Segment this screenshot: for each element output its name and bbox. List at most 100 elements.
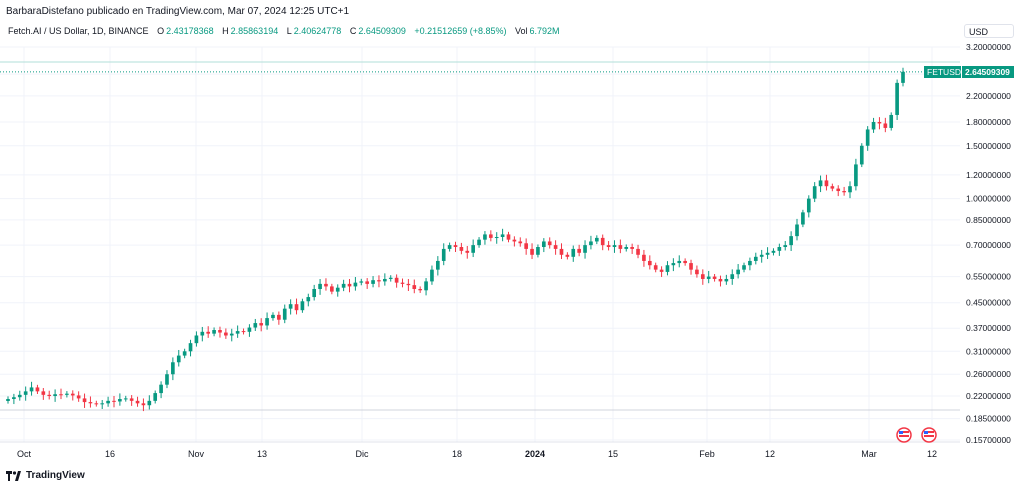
candle: [188, 339, 193, 357]
candle: [636, 244, 640, 259]
candle-body: [159, 384, 163, 394]
publisher-header: BarbaraDistefano publicado en TradingVie…: [6, 6, 350, 17]
candle-body: [689, 263, 693, 270]
tradingview-brand[interactable]: TradingView: [6, 470, 85, 481]
candle: [206, 326, 211, 338]
candle: [865, 126, 870, 151]
candle: [748, 257, 752, 271]
price-tick-label: 0.18500000: [966, 414, 1011, 424]
time-tick-label: 16: [105, 449, 115, 459]
currency-selector[interactable]: USD: [964, 24, 1014, 38]
candle-body: [606, 245, 611, 248]
candle: [730, 269, 735, 285]
candle-body: [494, 237, 499, 239]
candle-body: [406, 283, 411, 286]
candle-body: [677, 260, 682, 264]
candle-body: [636, 248, 640, 255]
time-axis: Oct 16 Nov 13 Dic 18 2024 15 Feb 12 Mar 12: [17, 449, 937, 459]
candle: [383, 273, 387, 286]
candle-body: [282, 308, 287, 320]
candle-body: [736, 269, 740, 275]
candle-body: [212, 330, 216, 334]
candle: [41, 388, 46, 400]
candle: [418, 286, 422, 293]
candle-body: [453, 245, 458, 248]
candle: [324, 278, 328, 291]
candle-body: [789, 236, 793, 246]
candle: [824, 174, 829, 191]
candle-body: [753, 256, 758, 261]
candle: [795, 218, 799, 241]
candle: [594, 235, 599, 245]
candle-body: [471, 245, 475, 253]
candle-body: [112, 400, 116, 402]
candle: [512, 236, 517, 247]
price-tick-label: 1.80000000: [966, 117, 1011, 127]
candle: [306, 293, 311, 307]
symbol-name[interactable]: Fetch.AI / US Dollar, 1D, BINANCE: [8, 26, 149, 36]
candle-body: [353, 282, 358, 287]
candle: [606, 241, 611, 251]
time-tick-label: 2024: [525, 449, 545, 459]
candle-body: [188, 343, 193, 352]
candle-body: [441, 248, 446, 261]
candle: [224, 328, 228, 339]
time-tick-label: 13: [257, 449, 267, 459]
candle-body: [59, 394, 63, 396]
candle-body: [547, 241, 552, 246]
candle-body: [165, 374, 169, 385]
candle: [70, 390, 75, 401]
candle-body: [565, 254, 570, 257]
candle: [100, 399, 105, 410]
candle: [94, 400, 99, 407]
candle-body: [836, 188, 841, 192]
candle: [541, 238, 546, 253]
price-label-symbol: FETUSD: [927, 67, 961, 77]
us-flag-event-icon[interactable]: [896, 427, 912, 443]
candle-body: [430, 269, 434, 282]
price-tick-label: 0.55000000: [966, 272, 1011, 282]
candle: [577, 244, 581, 257]
candle-body: [312, 288, 317, 298]
candle-body: [683, 260, 687, 264]
candle: [647, 255, 652, 270]
candle: [812, 182, 817, 203]
candle: [229, 328, 234, 342]
candle-body: [365, 281, 370, 284]
candle-body: [17, 394, 22, 398]
candle: [277, 311, 281, 325]
candle-body: [147, 400, 152, 406]
candle-body: [41, 391, 46, 395]
candle-body: [447, 245, 452, 249]
candle-body: [818, 180, 823, 187]
candle-body: [6, 399, 10, 401]
candle: [159, 381, 163, 399]
candle-body: [624, 247, 629, 249]
price-tick-label: 0.45000000: [966, 298, 1011, 308]
candle: [129, 395, 134, 406]
candle: [618, 239, 623, 254]
candle: [271, 312, 275, 321]
candle: [848, 181, 852, 199]
candle-body: [218, 330, 222, 333]
candle-body: [288, 304, 293, 309]
candle: [536, 244, 540, 258]
candle-body: [241, 331, 246, 333]
candle-body: [135, 400, 140, 404]
candle-body: [559, 248, 564, 255]
candle: [765, 247, 770, 260]
candle: [76, 391, 81, 402]
candle-body: [277, 314, 281, 320]
us-flag-event-icon[interactable]: [921, 427, 937, 443]
candle: [371, 276, 375, 288]
candle-body: [895, 82, 899, 115]
candle: [65, 391, 69, 398]
candle: [53, 389, 57, 402]
candle: [412, 279, 417, 294]
candle-body: [171, 362, 175, 375]
candle: [112, 395, 116, 408]
candle: [141, 398, 146, 412]
candle-body: [783, 245, 788, 248]
candle: [247, 324, 252, 337]
